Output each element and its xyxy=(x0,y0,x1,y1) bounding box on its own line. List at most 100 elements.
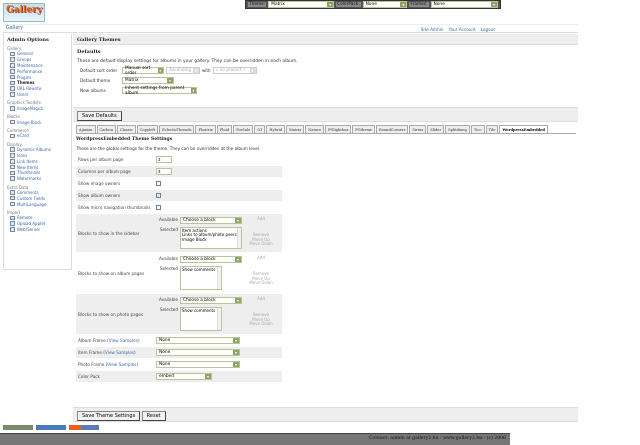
album-blocks-available-select[interactable]: Choose a block ▾ xyxy=(180,256,242,263)
sidebar-item-themes[interactable]: Themes xyxy=(7,80,68,86)
rows-per-page-input[interactable] xyxy=(156,156,172,163)
colorpack-select[interactable]: None ▾ xyxy=(362,1,408,8)
theme-select[interactable]: Matrix ▾ xyxy=(268,1,335,8)
show-image-owners-checkbox[interactable] xyxy=(156,180,161,186)
your-account-link[interactable]: Your Account xyxy=(448,26,476,32)
item-frame-select-value: None xyxy=(159,350,171,355)
sidebar-item-maintenance[interactable]: Maintenance xyxy=(7,63,68,69)
scrollbar[interactable] xyxy=(217,308,221,330)
default-theme-select[interactable]: Matrix ▾ xyxy=(122,77,174,84)
page-title: Gallery Themes xyxy=(73,34,578,45)
logout-link[interactable]: Logout xyxy=(480,26,495,32)
selected-block-item[interactable]: Show comments xyxy=(182,308,216,313)
tab-hybrid[interactable]: Hybrid xyxy=(266,125,286,133)
tab-forsale[interactable]: ForSale xyxy=(233,125,254,133)
tab-slider[interactable]: Slider xyxy=(427,125,445,133)
view-samples-link[interactable]: View Samples xyxy=(104,350,135,355)
show-album-owners-checkbox[interactable]: ✓ xyxy=(156,193,161,198)
sidebar-item-upload-applet[interactable]: Upload Applet xyxy=(7,221,68,227)
sidebar-item-plugins[interactable]: Plugins xyxy=(7,74,68,80)
css-badge[interactable] xyxy=(36,425,66,430)
columns-per-page-input[interactable] xyxy=(156,168,172,175)
sidebar-item-url-rewrite[interactable]: URL Rewrite xyxy=(7,86,68,92)
photo-frame-select[interactable]: None ▾ xyxy=(156,361,240,368)
save-defaults-button[interactable]: Save Defaults xyxy=(77,111,122,121)
sidebar-item-icons[interactable]: Icons xyxy=(7,153,68,159)
view-samples-link[interactable]: View Samples xyxy=(107,362,137,367)
sidebar-item-multilanguage[interactable]: MultiLanguage xyxy=(7,201,68,207)
sidebar-item-image-block[interactable]: Image Block xyxy=(7,119,68,125)
sidebar-item-groups[interactable]: Groups xyxy=(7,57,68,63)
chevron-down-icon: ▾ xyxy=(327,2,334,7)
tab-tile[interactable]: Tile xyxy=(485,125,499,133)
sidebar-item-imagemagick[interactable]: ImageMagick xyxy=(7,105,68,111)
xhtml-badge[interactable] xyxy=(3,425,33,430)
item-frame-select[interactable]: None ▾ xyxy=(156,349,240,356)
sidebar-item-web-server[interactable]: Web/Server xyxy=(7,227,68,233)
scrollbar[interactable] xyxy=(237,228,241,248)
tab-floatrix[interactable]: Floatrix xyxy=(195,125,216,133)
tab-copyleft[interactable]: Copyleft xyxy=(136,125,159,133)
tab-splitdiang[interactable]: Splitdiang xyxy=(445,125,470,133)
gallery-badge[interactable] xyxy=(69,425,99,430)
photo-blocks-selected-list[interactable]: Show comments xyxy=(180,307,222,331)
module-icon xyxy=(10,92,15,97)
sidebar-blocks-available-select[interactable]: Choose a block ▾ xyxy=(180,217,242,224)
selected-block-item[interactable]: Image Block xyxy=(182,236,207,242)
setting-label-cell: Rows per album page xyxy=(76,154,154,165)
sidebar-item-watermarks[interactable]: Watermarks xyxy=(7,176,68,182)
sidebar-item-dynamic-albums[interactable]: Dynamic Albums xyxy=(7,147,68,153)
tab-eclecticthreads[interactable]: EclecticThreads xyxy=(159,125,195,133)
tab-matrix[interactable]: Matrix xyxy=(286,125,305,133)
view-samples-link[interactable]: View Samples xyxy=(108,338,138,343)
tab-pgtheme[interactable]: PGtheme xyxy=(352,125,375,133)
photo-blocks-available-select[interactable]: Choose a block ▾ xyxy=(180,297,242,304)
sidebar-item-thumbnails[interactable]: Thumbnails xyxy=(7,170,68,176)
tab-nature[interactable]: Nature xyxy=(305,125,325,133)
new-albums-select[interactable]: Inherit settings from parent album ▾ xyxy=(122,86,197,96)
selected-block-item[interactable]: Links to album/photo peers xyxy=(182,232,237,238)
tab-roundcorners[interactable]: RoundCorners xyxy=(375,125,409,133)
color-pack-select[interactable]: embed ▾ xyxy=(156,373,212,380)
setting-value-cell: None ▾ xyxy=(154,335,282,346)
tab-fluid[interactable]: Fluid xyxy=(216,125,233,133)
breadcrumb[interactable]: Gallery xyxy=(6,26,24,31)
reset-button[interactable]: Reset xyxy=(141,411,166,421)
selected-block-item[interactable]: Show comments xyxy=(182,267,216,272)
tab-ajaxian[interactable]: Ajaxian xyxy=(76,125,96,133)
tab-siriux[interactable]: Siriux xyxy=(409,125,427,133)
sidebar-item-performance[interactable]: Performance xyxy=(7,68,68,74)
tab-wordpressembedded[interactable]: WordpressEmbedded xyxy=(499,125,548,133)
scrollbar[interactable] xyxy=(217,267,221,289)
sidebar-item-link-items[interactable]: Link Items xyxy=(7,158,68,164)
move-down-button: Move Down xyxy=(249,321,273,327)
site-admin-link[interactable]: Site Admin xyxy=(420,26,444,32)
module-icon xyxy=(10,74,15,80)
gallery-logo[interactable]: Gallery xyxy=(3,3,45,22)
tab-carbon[interactable]: Carbon xyxy=(96,125,116,133)
sort-order-select[interactable]: Manual sort order ▾ xyxy=(122,66,164,76)
sidebar-item-remote[interactable]: Remote xyxy=(7,215,68,221)
sidebar-item-custom-fields[interactable]: Custom Fields xyxy=(7,195,68,201)
user-links: Site Admin Your Account Logout xyxy=(421,27,495,32)
album-blocks-selected-list[interactable]: Show comments xyxy=(180,266,222,290)
sidebar-blocks-selected-list[interactable]: Item actions Links to album/photo peers Im… xyxy=(180,227,242,249)
sidebar-item-comments[interactable]: Comments xyxy=(7,190,68,196)
tab-classic[interactable]: Classic xyxy=(116,125,136,133)
theme-settings-description: These are the global settings for the th… xyxy=(76,146,261,151)
sidebar-item-users[interactable]: Users xyxy=(7,92,68,98)
album-frame-select[interactable]: None ▾ xyxy=(156,337,240,344)
micro-nav-checkbox[interactable] xyxy=(156,204,161,210)
sidebar-item-general[interactable]: General xyxy=(7,51,68,57)
sidebar-item-new-items[interactable]: New Items xyxy=(7,164,68,170)
tab-pglightbox[interactable]: PGlightbox xyxy=(325,125,352,133)
frames-select[interactable]: None ▾ xyxy=(430,1,498,8)
tab-tico[interactable]: Tico xyxy=(470,125,485,133)
settings-row: Show micro navigation thumbnails xyxy=(76,202,282,213)
save-theme-settings-button[interactable]: Save Theme Settings xyxy=(77,411,141,421)
remove-block-button: Remove xyxy=(252,232,270,237)
setting-value-cell: embed ▾ xyxy=(154,371,282,382)
selected-block-item[interactable]: Item actions xyxy=(182,228,207,233)
sidebar-item-ecard[interactable]: eCard xyxy=(7,133,68,139)
tab-g1[interactable]: G1 xyxy=(254,125,266,133)
